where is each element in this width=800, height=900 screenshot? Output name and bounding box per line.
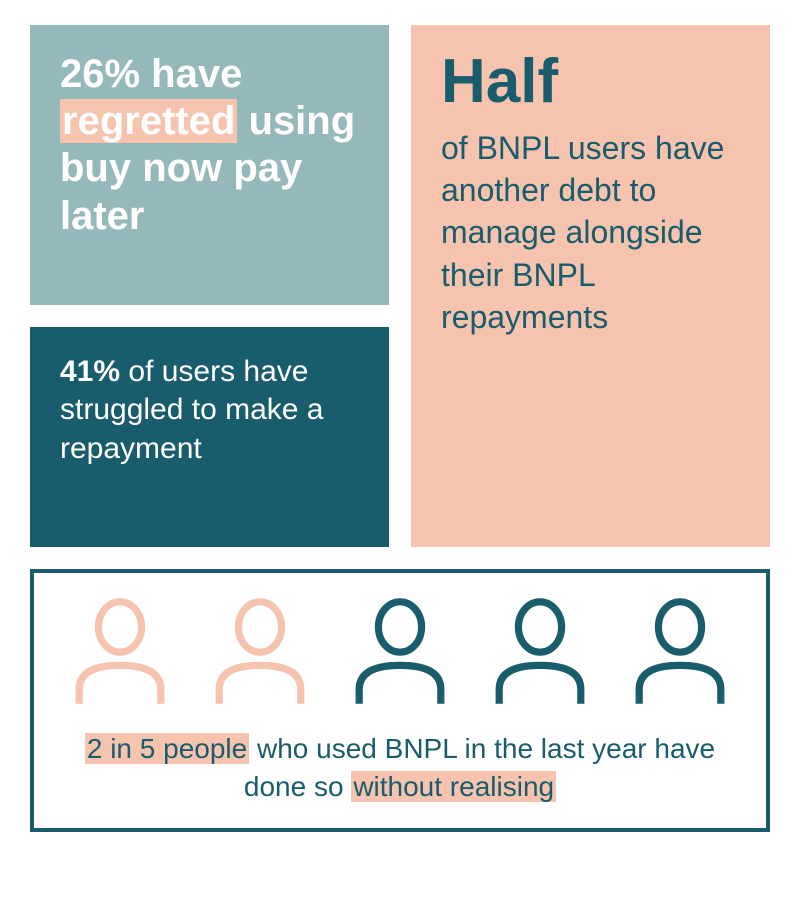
seg1: 2 in 5 people <box>85 733 249 764</box>
seg3: without realising <box>351 771 556 802</box>
panel-struggled: 41% of users have struggled to make a re… <box>30 327 389 547</box>
text-highlight: regretted <box>60 99 237 143</box>
person-icon-wrap <box>200 591 320 716</box>
panel-regretted-text: 26% have regretted using buy now pay lat… <box>60 51 359 240</box>
panel-two-in-five: 2 in 5 people who used BNPL in the last … <box>30 569 770 832</box>
text-pre: 26% have <box>60 52 242 96</box>
person-icon-wrap <box>340 591 460 716</box>
person-icon <box>340 591 460 711</box>
person-icon <box>60 591 180 711</box>
person-icon-wrap <box>620 591 740 716</box>
person-icon <box>200 591 320 711</box>
person-icon <box>620 591 740 711</box>
person-icon-wrap <box>480 591 600 716</box>
panel-half: Half of BNPL users have another debt to … <box>411 25 770 547</box>
panel-two-in-five-text: 2 in 5 people who used BNPL in the last … <box>64 730 736 806</box>
person-icon-wrap <box>60 591 180 716</box>
people-icons-row <box>64 591 736 716</box>
panel-half-headline: Half <box>441 51 740 113</box>
panel-struggled-text: 41% of users have struggled to make a re… <box>60 353 359 468</box>
panel-half-body: of BNPL users have another debt to manag… <box>441 127 740 338</box>
person-icon <box>480 591 600 711</box>
text-bold: 41% <box>60 355 120 388</box>
panel-regretted: 26% have regretted using buy now pay lat… <box>30 25 389 305</box>
